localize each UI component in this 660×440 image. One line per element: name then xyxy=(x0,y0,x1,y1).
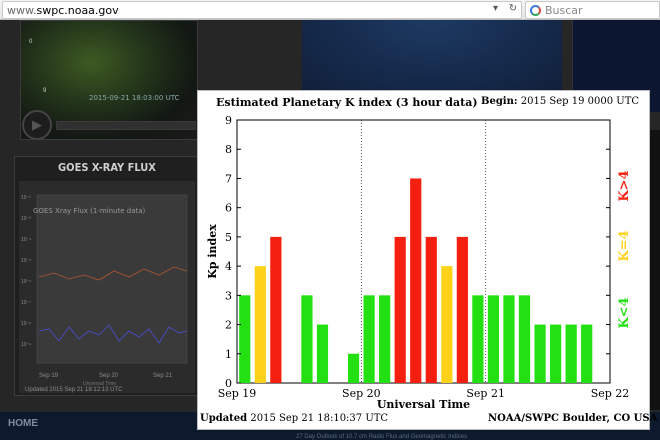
address-bar[interactable]: www. swpc.noaa.gov xyxy=(2,1,522,19)
xray-x-tick: Sep 21 xyxy=(153,373,173,379)
kp-chart: 0 1 2 3 4 5 6 7 8 9 Sep 19 Sep 20 Sep 21 Sep 22 Univer… xyxy=(206,114,632,411)
kp-updated-label: Updated xyxy=(200,413,248,424)
xray-plot-area: GOES Xray Flux (1-minute data) Sep 19 Se… xyxy=(19,181,195,393)
xray-updated: Updated 2015 Sep 21 18:12:13 UTC xyxy=(25,387,123,393)
kp-plot-frame xyxy=(236,119,611,384)
kp-bar xyxy=(534,324,546,383)
kp-y-tick-label: 2 xyxy=(225,319,232,332)
search-input[interactable]: Buscar xyxy=(525,1,660,19)
kp-updated-value: 2015 Sep 21 18:10:37 UTC xyxy=(250,413,389,424)
kp-bar xyxy=(581,324,593,383)
kp-bar xyxy=(472,295,484,383)
xray-y-tick: 10⁻⁷ xyxy=(21,300,32,306)
url-host: swpc.noaa.gov xyxy=(36,3,119,17)
kp-bar xyxy=(425,236,437,383)
footer-ticker[interactable]: 27 Day Outlook of 10.7 cm Radio Flux and… xyxy=(296,434,468,440)
reload-icon[interactable]: ▾ ↻ ‹ xyxy=(493,3,536,14)
kp-index-popup[interactable]: 0 1 2 3 4 5 6 7 8 9 Sep 19 Sep 20 Sep 21 Sep 22 Univer… xyxy=(197,90,657,430)
kp-x-tick-label: Sep 21 xyxy=(466,387,505,400)
kp-source-credit: NOAA/SWPC Boulder, CO USA xyxy=(488,413,658,424)
aurora-image-panel[interactable] xyxy=(302,20,562,92)
google-icon xyxy=(530,4,541,16)
kp-legend-item: K>4 xyxy=(617,170,632,201)
kp-y-tick-label: 4 xyxy=(225,260,232,273)
kp-y-tick-label: 0 xyxy=(225,377,232,390)
kp-updated-time: Updated 2015 Sep 21 18:10:37 UTC xyxy=(200,413,388,424)
xray-y-tick: 10⁻² xyxy=(21,195,31,201)
kp-bar xyxy=(441,266,453,383)
kp-y-axis-title: Kp index xyxy=(206,224,219,279)
kp-y-tick-label: 9 xyxy=(225,114,232,127)
kp-y-tick-label: 7 xyxy=(225,172,232,185)
kp-bar xyxy=(487,295,500,383)
kp-y-tick-label: 6 xyxy=(225,202,232,215)
xray-x-tick: Sep 19 xyxy=(39,373,59,379)
url-prefix: www. xyxy=(7,3,37,17)
kp-bar xyxy=(394,236,406,383)
kp-bar xyxy=(456,236,468,383)
kp-bar xyxy=(239,295,251,383)
kp-begin-value: 2015 Sep 19 0000 UTC xyxy=(520,96,640,107)
xray-y-tick: 10⁻⁸ xyxy=(21,321,32,327)
kp-y-tick-label: 8 xyxy=(225,143,232,156)
sun-scale-label: 0 xyxy=(29,39,33,45)
kp-x-tick-label: Sep 22 xyxy=(591,387,630,400)
xray-x-title: Universal Time xyxy=(83,381,117,387)
kp-bar xyxy=(503,295,515,383)
kp-y-tick-label: 3 xyxy=(225,289,232,302)
xray-flux-panel[interactable]: GOES X-RAY FLUX GOES Xray Flux (1-minute… xyxy=(14,156,198,396)
home-link[interactable]: HOME xyxy=(8,418,38,429)
xray-y-tick: 10⁻⁹ xyxy=(21,342,32,348)
xray-subtitle: GOES Xray Flux (1-minute data) xyxy=(33,207,146,215)
xray-y-tick: 10⁻⁶ xyxy=(21,279,32,285)
kp-bar xyxy=(550,324,562,383)
kp-bar xyxy=(316,324,329,383)
kp-legend-item: K=4 xyxy=(617,230,632,261)
xray-plot-svg xyxy=(36,194,188,364)
xray-y-tick: 10⁻⁵ xyxy=(21,258,32,264)
kp-bar xyxy=(410,178,422,383)
kp-bar xyxy=(363,295,375,383)
kp-legend-item: K<4 xyxy=(617,297,632,328)
play-icon: ▶ xyxy=(32,117,42,132)
kp-bar xyxy=(301,295,313,383)
kp-bar xyxy=(565,324,577,383)
xray-y-tick: 10⁻⁴ xyxy=(21,237,32,243)
kp-bar xyxy=(518,295,531,383)
sun-scale-label: 9 xyxy=(43,88,47,94)
animation-progress-track[interactable] xyxy=(56,121,196,130)
kp-x-tick-label: Sep 20 xyxy=(342,387,381,400)
kp-bar xyxy=(270,236,282,383)
kp-begin-label: Begin: xyxy=(481,96,518,107)
scrollbar[interactable] xyxy=(648,130,660,410)
kp-chart-title: Estimated Planetary K index (3 hour data… xyxy=(216,96,478,109)
kp-begin-time: Begin: 2015 Sep 19 0000 UTC xyxy=(481,96,639,107)
xray-panel-title: GOES X-RAY FLUX xyxy=(58,161,156,174)
kp-bar xyxy=(379,295,391,383)
sun-timestamp: 2015-09-21 18:03:00 UTC xyxy=(89,94,180,102)
kp-y-tick-label: 5 xyxy=(225,231,232,244)
kp-x-axis-title: Universal Time xyxy=(377,398,470,411)
xray-x-tick: Sep 20 xyxy=(99,373,119,379)
search-placeholder: Buscar xyxy=(545,3,583,17)
play-button[interactable]: ▶ xyxy=(22,110,52,140)
browser-toolbar: www. swpc.noaa.gov ▾ ↻ ‹ Buscar xyxy=(0,0,660,20)
xray-y-tick: 10⁻³ xyxy=(21,216,31,222)
kp-bar xyxy=(254,266,266,383)
kp-bar xyxy=(347,353,360,383)
kp-y-tick-label: 1 xyxy=(225,348,232,361)
kp-x-tick-label: Sep 19 xyxy=(218,387,257,400)
